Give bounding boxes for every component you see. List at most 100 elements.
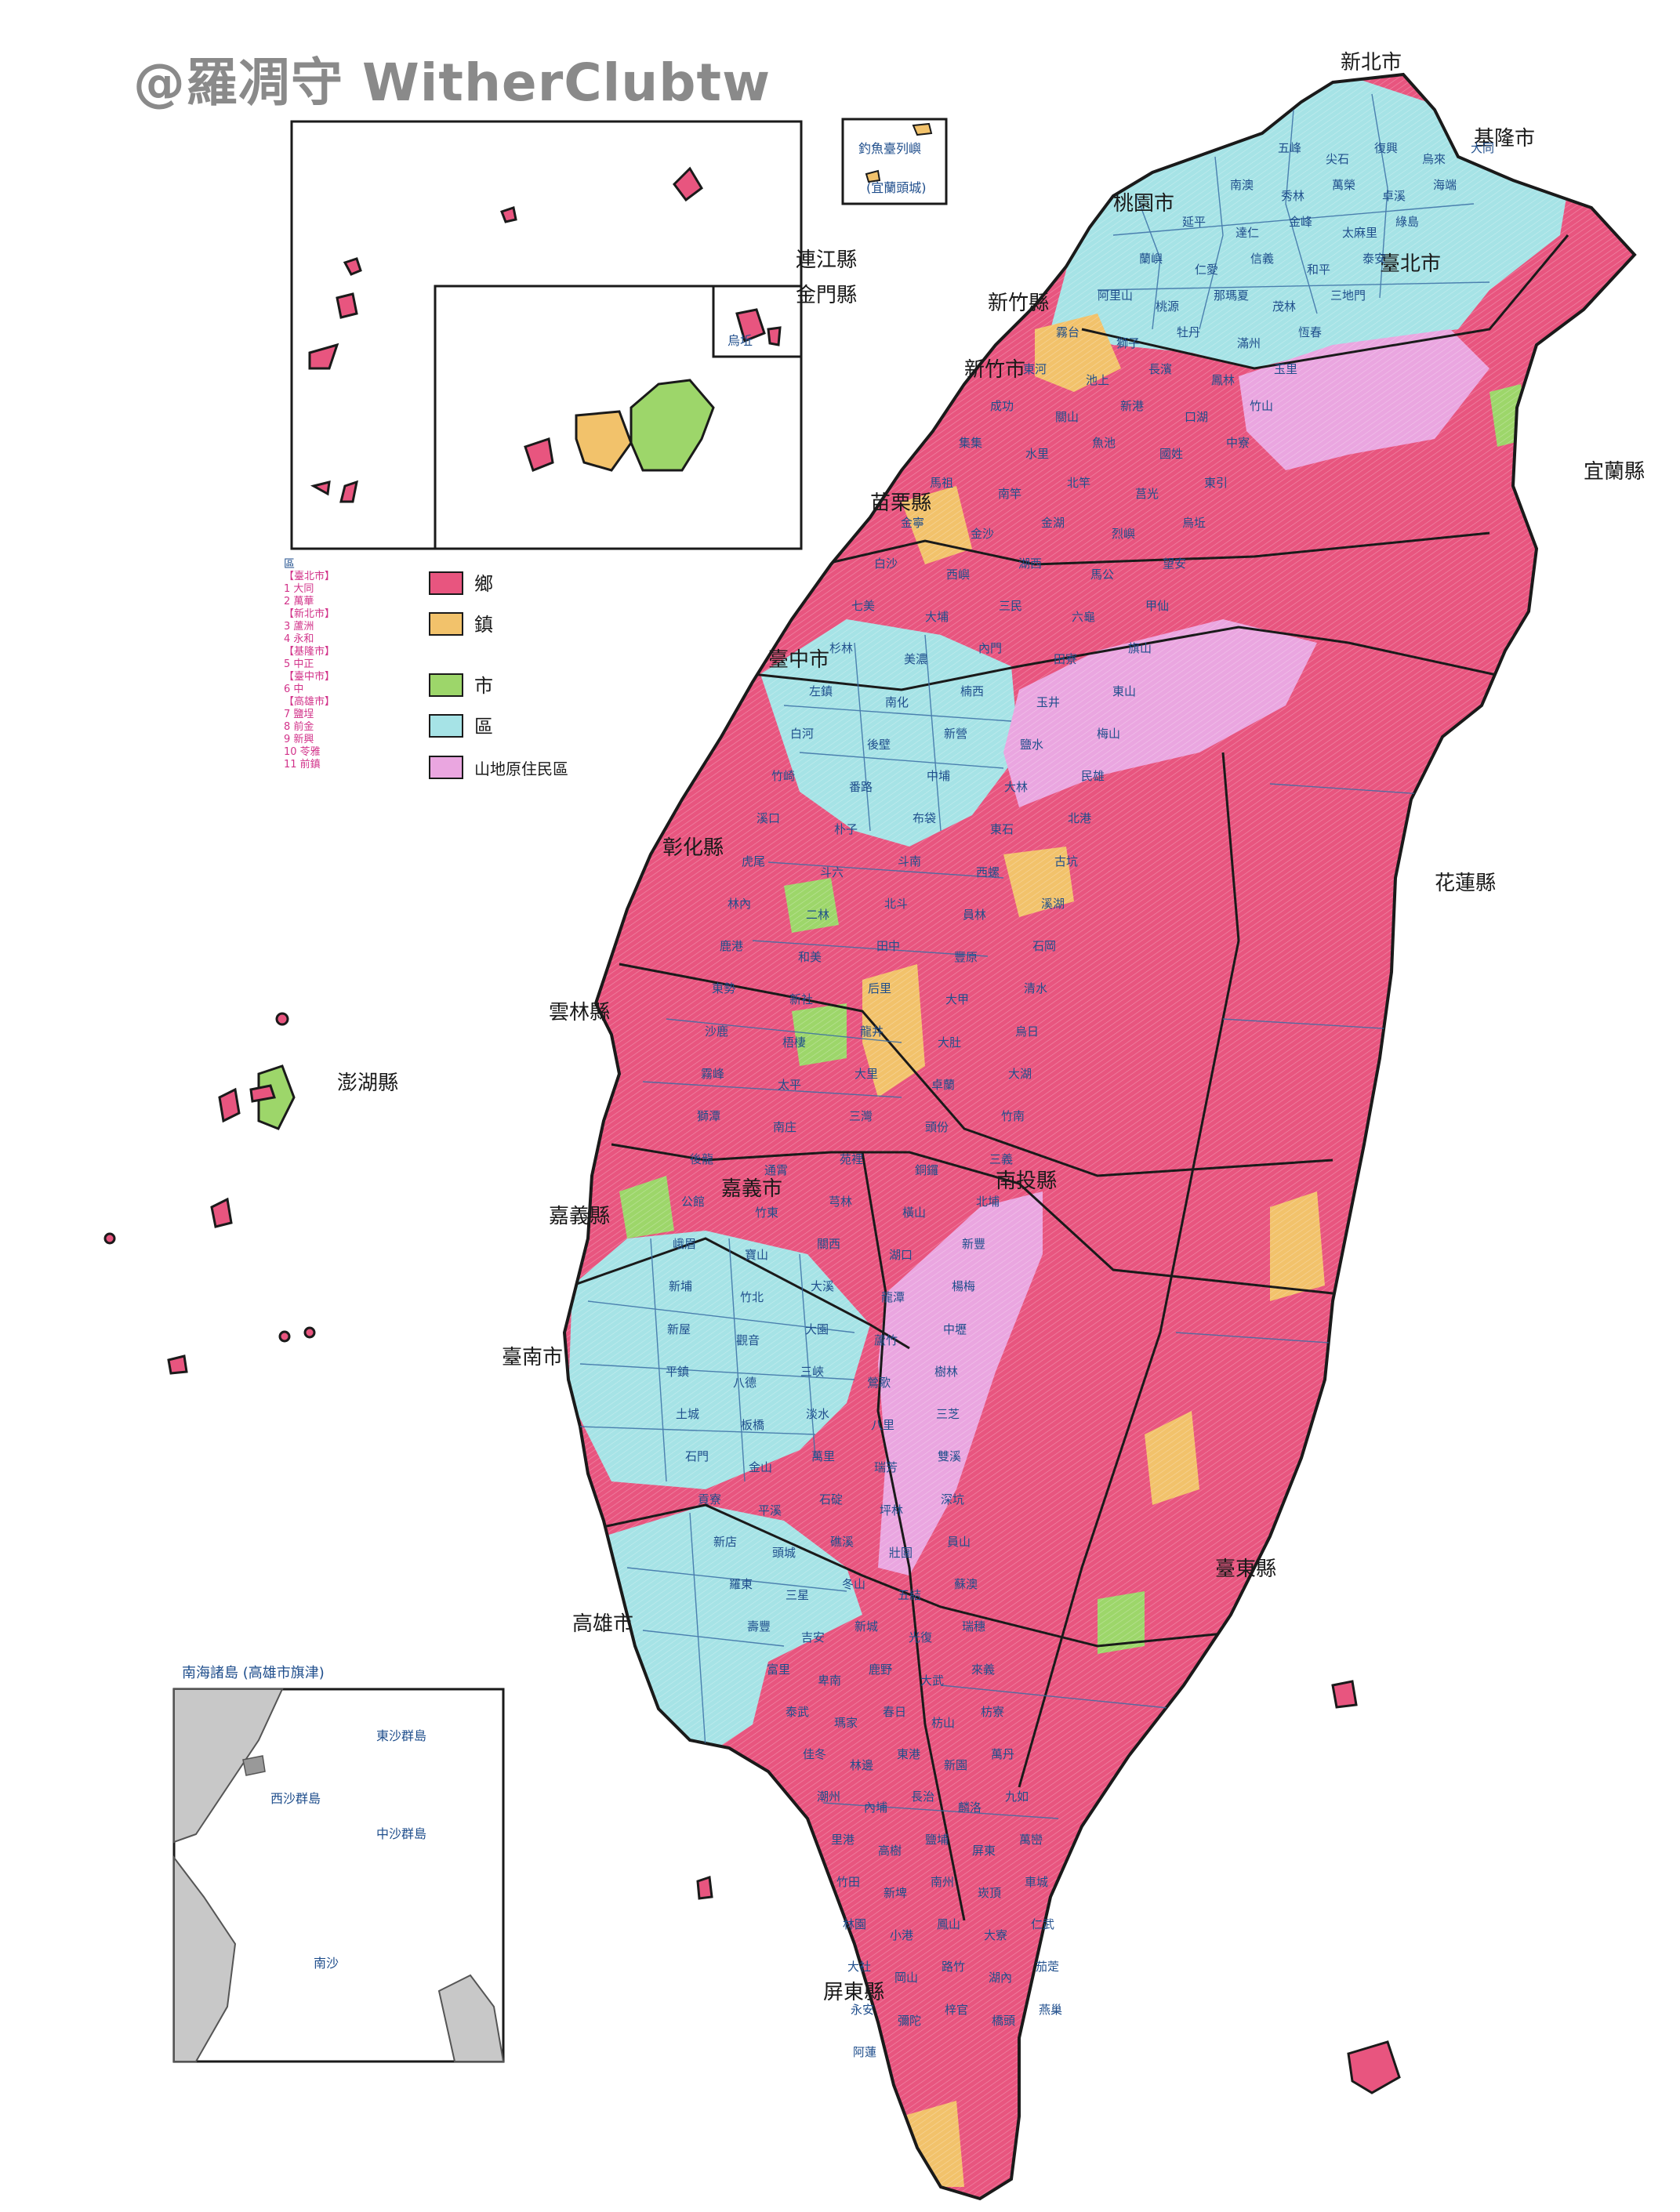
place-label: 虎尾 xyxy=(742,854,765,868)
place-label: 烏日 xyxy=(1015,1024,1039,1039)
place-label: 玉里 xyxy=(1274,362,1297,376)
place-label: 小港 xyxy=(890,1928,913,1942)
place-label: 蘇澳 xyxy=(954,1577,978,1591)
place-label: 茄萣 xyxy=(1036,1960,1059,1974)
place-label: 樹林 xyxy=(934,1365,958,1379)
place-label: 沙鹿 xyxy=(705,1024,728,1039)
place-label: 北港 xyxy=(1068,811,1091,825)
place-label: 瑪家 xyxy=(834,1716,858,1730)
county-label: 花蓮縣 xyxy=(1435,872,1496,895)
place-label: 林園 xyxy=(843,1917,866,1931)
place-label: 高樹 xyxy=(878,1844,902,1858)
place-label: 恆春 xyxy=(1298,325,1322,339)
place-label: 深坑 xyxy=(941,1492,964,1507)
place-label: 甲仙 xyxy=(1145,599,1169,613)
legend-swatch-xiang xyxy=(429,571,463,595)
place-label: 泰安 xyxy=(1363,252,1386,266)
place-label: 燕巢 xyxy=(1039,2003,1062,2017)
place-label: 彌陀 xyxy=(898,2014,921,2028)
place-label: 三地門 xyxy=(1330,288,1366,303)
county-label: 苗栗縣 xyxy=(870,491,931,515)
place-label: 蘭嶼 xyxy=(1139,252,1163,266)
legend-label-xiang: 鄉 xyxy=(474,573,493,595)
place-label: 頭份 xyxy=(925,1120,949,1134)
place-label: 南庄 xyxy=(773,1120,796,1134)
inset-label-scs: 南海諸島 (高雄市旗津) xyxy=(182,1665,325,1681)
place-label: 萬丹 xyxy=(991,1747,1014,1761)
place-label: 內門 xyxy=(978,641,1002,655)
place-label: 朴子 xyxy=(834,822,858,836)
place-label: 楊梅 xyxy=(952,1279,975,1293)
place-label: 七美 xyxy=(851,599,875,613)
place-label: 鹿野 xyxy=(869,1663,892,1677)
county-labels: 新北市 臺北市 基隆市 桃園市 新竹縣 新竹市 苗栗縣 臺中市 彰化縣 南投縣 … xyxy=(337,51,1645,2004)
place-label: 北斗 xyxy=(884,897,908,911)
place-label: 馬祖 xyxy=(930,476,953,490)
place-label: 富里 xyxy=(767,1663,790,1677)
county-label: 金門縣 xyxy=(796,284,857,307)
place-label: 那瑪夏 xyxy=(1214,288,1249,303)
place-label: 西螺 xyxy=(976,865,1000,879)
place-label: 番路 xyxy=(849,780,873,794)
place-label: 尖石 xyxy=(1326,152,1349,166)
place-label: 田中 xyxy=(876,939,900,953)
place-label: 獅子 xyxy=(1116,336,1140,350)
county-label: 臺南市 xyxy=(502,1346,563,1369)
place-label: 復興 xyxy=(1374,141,1398,155)
place-label: 壯圍 xyxy=(889,1546,913,1560)
place-label: 金寧 xyxy=(901,516,924,530)
legend-side-item: 【高雄市】 xyxy=(284,696,336,708)
penghu-islands xyxy=(103,1012,316,1375)
place-label: 瑞芳 xyxy=(874,1460,898,1474)
legend-swatch-shi xyxy=(429,673,463,697)
inset-label-diaoyutai-sub: (宜蘭頭城) xyxy=(866,180,927,195)
place-label: 斗六 xyxy=(820,865,844,879)
place-label: 大林 xyxy=(1004,780,1028,794)
place-label: 阿蓮 xyxy=(853,2045,876,2059)
place-label: 屏東 xyxy=(972,1844,996,1858)
place-label: 湖口 xyxy=(889,1248,913,1262)
place-label: 南化 xyxy=(885,695,909,709)
place-label: 白沙 xyxy=(874,557,898,571)
county-label: 臺中市 xyxy=(768,648,829,672)
place-label: 田寮 xyxy=(1054,652,1077,666)
county-label: 宜蘭縣 xyxy=(1584,460,1645,484)
place-label: 後龍 xyxy=(690,1152,713,1166)
place-label: 清水 xyxy=(1024,981,1047,995)
place-label: 長治 xyxy=(911,1790,934,1804)
place-label: 橋頭 xyxy=(992,2014,1015,2028)
place-label: 玉井 xyxy=(1036,695,1060,709)
place-label: 車城 xyxy=(1025,1875,1048,1889)
place-label: 路竹 xyxy=(942,1960,965,1974)
place-label: 湖西 xyxy=(1018,557,1042,571)
inset-matsu-kinmen xyxy=(290,118,948,550)
place-label: 馬公 xyxy=(1090,568,1114,582)
county-label: 新竹縣 xyxy=(988,292,1049,315)
place-label: 溪口 xyxy=(757,811,780,825)
county-label: 臺東縣 xyxy=(1215,1557,1276,1581)
place-label: 公館 xyxy=(681,1195,705,1209)
place-label: 延平 xyxy=(1182,215,1206,229)
place-label: 桃源 xyxy=(1156,299,1179,314)
place-label: 竹北 xyxy=(740,1290,764,1304)
place-label: 左鎮 xyxy=(809,684,833,698)
place-label: 大甲 xyxy=(945,992,969,1006)
place-label: 三民 xyxy=(999,599,1022,613)
place-label: 鳳山 xyxy=(937,1917,960,1931)
place-label: 梓官 xyxy=(945,2003,968,2017)
place-label: 八里 xyxy=(871,1418,894,1432)
place-label: 土城 xyxy=(676,1407,699,1421)
place-label: 吉安 xyxy=(801,1630,825,1644)
place-label: 萬里 xyxy=(811,1449,835,1463)
place-label: 新屋 xyxy=(667,1322,691,1336)
place-label: 新店 xyxy=(713,1535,737,1549)
place-label: 杉林 xyxy=(829,641,853,655)
place-label: 關山 xyxy=(1055,410,1079,424)
place-label: 貢寮 xyxy=(698,1492,721,1507)
place-label: 大社 xyxy=(847,1960,871,1974)
place-label: 龍潭 xyxy=(881,1290,905,1304)
place-label: 雙溪 xyxy=(938,1449,961,1463)
place-label: 大同 xyxy=(1471,141,1494,155)
place-label: 崁頂 xyxy=(978,1886,1001,1900)
legend-swatch-qu xyxy=(429,714,463,738)
